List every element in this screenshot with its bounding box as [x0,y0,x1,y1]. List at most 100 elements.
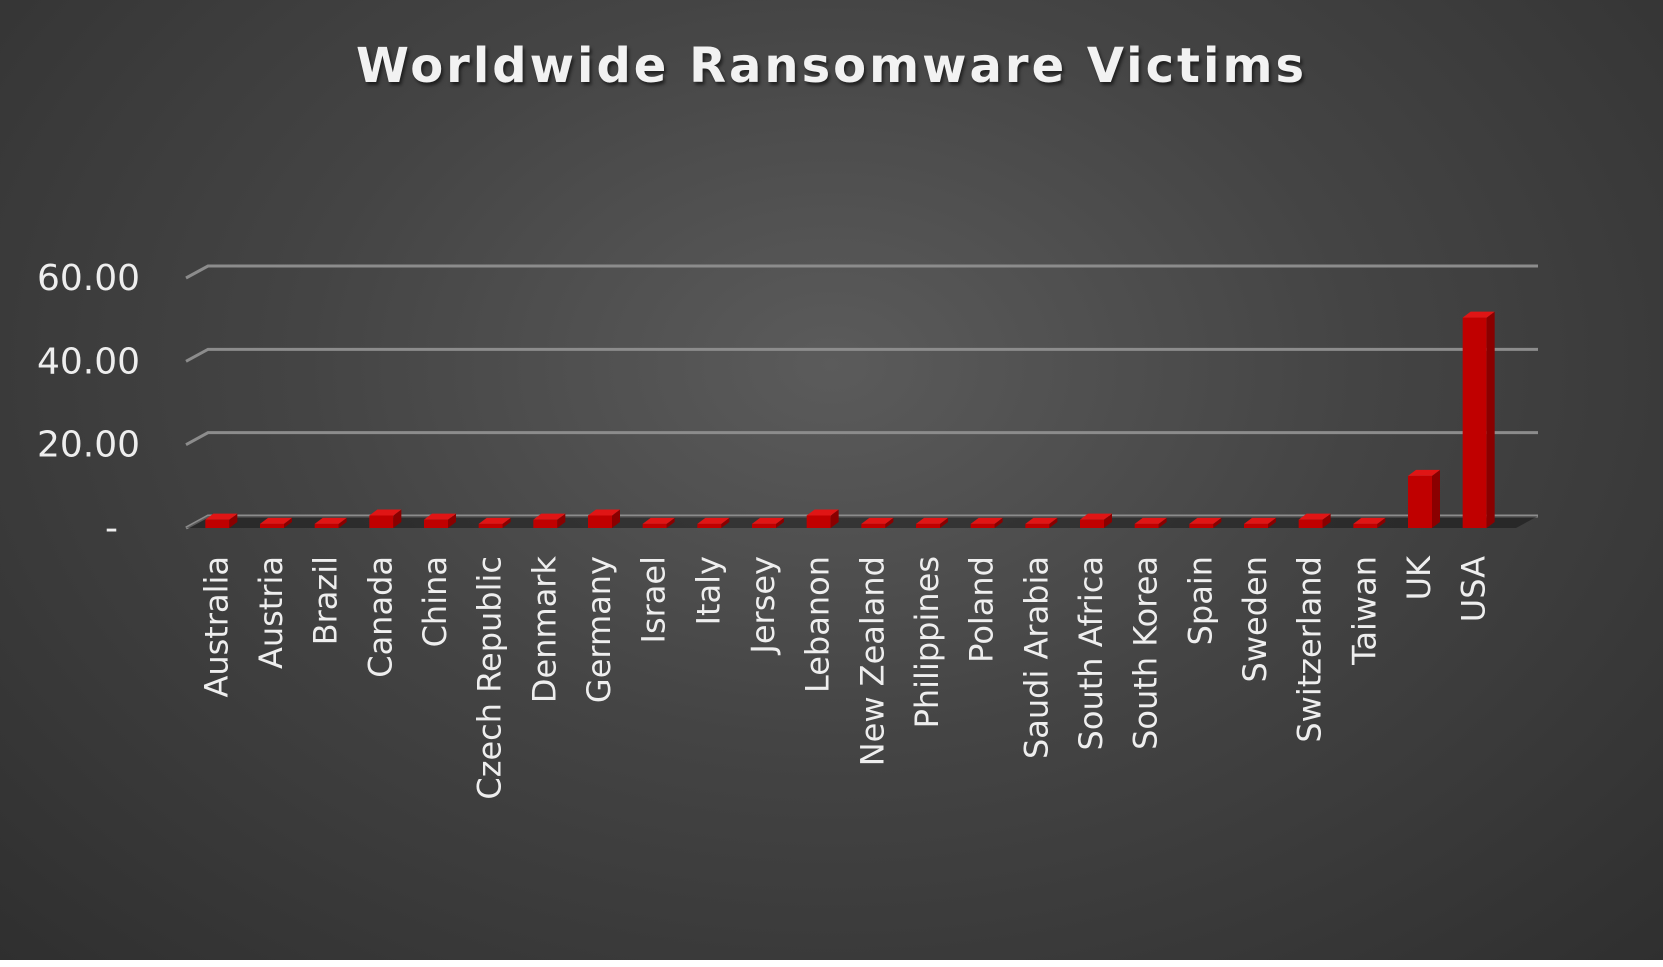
bar-front [369,515,394,528]
bar-front [1134,523,1159,528]
bar-side [1104,513,1112,528]
bar-front [642,523,667,528]
x-tick-label: Germany [580,556,618,703]
bar-side [1213,517,1222,528]
x-tick-label: China [416,556,454,647]
gridline [185,347,1538,363]
bar-italy [697,517,730,528]
x-axis-labels: Australia Austria Brazil Canada China Czech R… [197,555,1492,800]
x-tick-label: USA [1455,556,1493,622]
y-axis-ticks: - 20.00 40.00 60.00 [37,258,140,549]
bar-top [916,517,948,524]
bar-side [284,517,292,528]
bar-brazil [314,517,347,528]
y-tick-label: - [105,508,118,549]
x-tick-label: Philippines [908,556,946,728]
bar-australia [205,513,238,528]
bar-taiwan [1353,517,1386,528]
bar-top [369,509,402,516]
x-tick-label: Austria [252,556,290,669]
bar-top [1408,469,1440,476]
gridline [185,431,1538,446]
bar-front [1353,523,1378,528]
x-tick-label: UK [1400,555,1438,600]
y-tick-label: 60.00 [37,258,140,299]
x-tick-label: Saudi Arabia [1017,556,1055,759]
bar-top [205,513,238,520]
x-tick-label: Sweden [1236,556,1274,682]
x-tick-label: Czech Republic [471,556,509,800]
bar-side [885,517,894,528]
x-tick-label: Taiwan [1345,556,1383,666]
bar-top [588,509,620,516]
bar-side [776,517,784,528]
y-tick-label: 40.00 [37,341,140,382]
bar-south-korea [1134,517,1167,528]
bar-denmark [533,513,566,528]
bar-front [1408,475,1432,528]
bar-sweden [1244,517,1276,528]
bar-side [1486,311,1495,528]
bar-front [970,523,995,528]
bar-israel [642,517,675,528]
bar-austria [260,517,292,528]
bar-switzerland [1298,513,1331,528]
bar-germany [588,509,620,528]
bar-top [478,517,511,524]
bar-top [1189,517,1222,524]
bar-lebanon [806,509,839,528]
bar-front [588,515,612,528]
bar-side [1432,469,1440,528]
bars [205,311,1495,528]
bar-jersey [752,517,784,528]
bar-side [229,513,238,528]
bar-canada [369,509,402,528]
bar-side [830,509,839,528]
bar-front [752,523,776,528]
x-tick-label: Israel [635,556,673,643]
bar-side [393,509,402,528]
bar-front [533,519,558,528]
x-tick-label: New Zealand [853,556,891,766]
bar-top [642,517,675,524]
bar-top [1134,517,1167,524]
bar-usa [1462,311,1495,528]
x-tick-label: Poland [963,556,1001,663]
bar-china [424,513,456,528]
gridlines [185,264,1538,530]
bar-top [314,517,347,524]
x-tick-label: Australia [197,556,235,698]
bar-side [557,513,566,528]
bar-side [994,517,1003,528]
bar-front [1298,519,1323,528]
bar-side [612,509,620,528]
bar-side [721,517,730,528]
bar-top [806,509,839,516]
x-tick-label: Lebanon [799,556,837,693]
bar-side [502,517,511,528]
bar-top [533,513,566,520]
bar-front [806,515,831,528]
x-tick-label: Jersey [744,556,782,656]
bar-front [1025,523,1050,528]
bar-side [338,517,347,528]
bar-philippines [916,517,948,528]
bar-uk [1408,469,1440,528]
bar-top [1025,517,1058,524]
bar-top [970,517,1003,524]
bar-front [424,519,448,528]
bar-front [205,519,230,528]
bar-side [940,517,948,528]
y-tick-label: 20.00 [37,425,140,466]
x-tick-label: Italy [689,556,727,625]
bar-side [1049,517,1058,528]
x-tick-label: Spain [1181,556,1219,645]
bar-front [861,523,886,528]
bar-front [1244,523,1268,528]
bar-south-africa [1080,513,1112,528]
x-tick-label: South Africa [1072,556,1110,750]
bar-side [666,517,675,528]
bar-front [1462,317,1487,528]
